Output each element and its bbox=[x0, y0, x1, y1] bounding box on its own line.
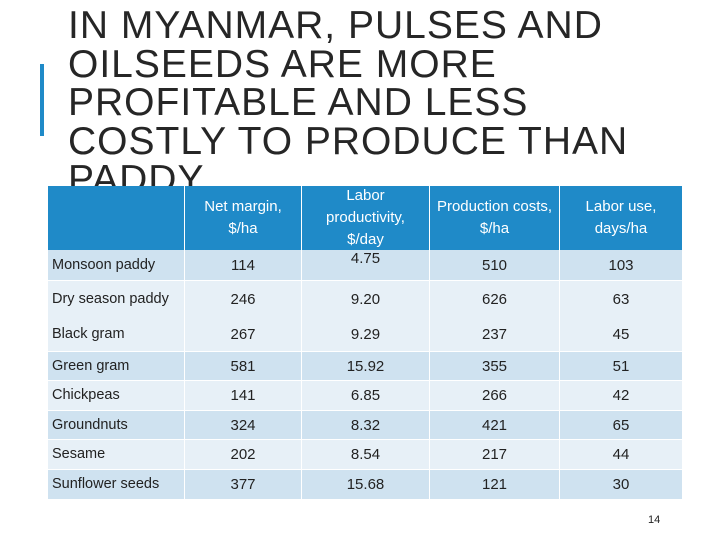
row-label: Groundnuts bbox=[48, 411, 185, 440]
title-line: OILSEEDS ARE MORE bbox=[68, 42, 497, 86]
table-cell: 377 bbox=[185, 470, 302, 500]
table-cell: 15.68 bbox=[302, 470, 430, 500]
table-cell: 45 bbox=[560, 317, 683, 352]
table-cell: 42 bbox=[560, 381, 683, 411]
table-cell: 9.20 bbox=[302, 281, 430, 317]
title-line: COSTLY TO PRODUCE THAN bbox=[68, 119, 629, 163]
table-cell: 63 bbox=[560, 281, 683, 317]
table-cell: 121 bbox=[430, 470, 560, 500]
table-cell: 510 bbox=[430, 250, 560, 281]
title-line: IN MYANMAR, PULSES AND bbox=[68, 4, 603, 47]
table-cell: 267 bbox=[185, 317, 302, 352]
table-cell: 355 bbox=[430, 352, 560, 381]
table-cell: 141 bbox=[185, 381, 302, 411]
row-label: Monsoon paddy bbox=[48, 250, 185, 281]
header-cell: Labor use, days/ha bbox=[560, 186, 683, 250]
table-cell: 266 bbox=[430, 381, 560, 411]
header-cell: Production costs, $/ha bbox=[430, 186, 560, 250]
table-cell: 9.29 bbox=[302, 317, 430, 352]
table-cell: 626 bbox=[430, 281, 560, 317]
table-cell: 237 bbox=[430, 317, 560, 352]
row-label: Sesame bbox=[48, 440, 185, 470]
table-cell: 324 bbox=[185, 411, 302, 440]
accent-bar bbox=[40, 64, 44, 136]
table-cell: 30 bbox=[560, 470, 683, 500]
row-label: Sunflower seeds bbox=[48, 470, 185, 500]
row-label: Black gram bbox=[48, 317, 185, 352]
header-cell: Net margin, $/ha bbox=[185, 186, 302, 250]
row-label: Green gram bbox=[48, 352, 185, 381]
table-cell: 15.92 bbox=[302, 352, 430, 381]
table-cell: 103 bbox=[560, 250, 683, 281]
table-cell: 114 bbox=[185, 250, 302, 281]
table-cell: 4.75 bbox=[302, 250, 430, 281]
table-cell: 246 bbox=[185, 281, 302, 317]
row-label: Dry season paddy bbox=[48, 281, 185, 317]
row-label: Chickpeas bbox=[48, 381, 185, 411]
table-cell: 65 bbox=[560, 411, 683, 440]
table-cell: 581 bbox=[185, 352, 302, 381]
table-cell: 217 bbox=[430, 440, 560, 470]
table-cell: 8.32 bbox=[302, 411, 430, 440]
title-line: PROFITABLE AND LESS bbox=[68, 81, 529, 124]
table-cell: 8.54 bbox=[302, 440, 430, 470]
table-cell: 6.85 bbox=[302, 381, 430, 411]
table-cell: 51 bbox=[560, 352, 683, 381]
table-cell: 44 bbox=[560, 440, 683, 470]
page-number: 14 bbox=[648, 514, 661, 526]
header-cell bbox=[48, 186, 185, 250]
table-cell: 202 bbox=[185, 440, 302, 470]
table-cell: 421 bbox=[430, 411, 560, 440]
header-cell: Labor productivity, $/day bbox=[302, 186, 430, 250]
